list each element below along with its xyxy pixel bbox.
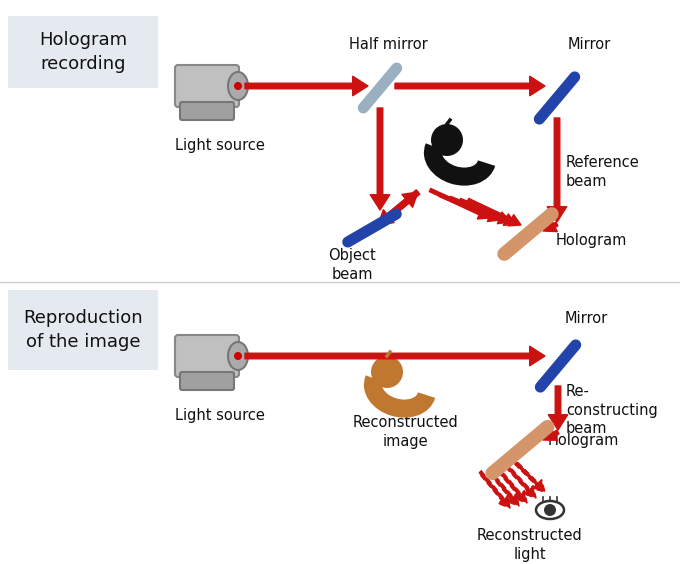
FancyArrowPatch shape	[429, 188, 490, 219]
FancyArrowPatch shape	[371, 108, 390, 210]
Text: Light source: Light source	[175, 408, 265, 423]
FancyArrowPatch shape	[245, 346, 545, 365]
FancyArrowPatch shape	[439, 193, 500, 222]
Text: Hologram: Hologram	[548, 433, 619, 447]
FancyArrowPatch shape	[395, 76, 545, 96]
FancyArrowPatch shape	[547, 118, 566, 222]
Text: Hologram: Hologram	[556, 232, 628, 248]
FancyArrowPatch shape	[459, 199, 516, 226]
Text: Mirror: Mirror	[568, 37, 611, 52]
Text: Object
beam: Object beam	[328, 248, 376, 281]
Text: Reproduction
of the image: Reproduction of the image	[23, 309, 143, 351]
FancyArrowPatch shape	[467, 199, 521, 226]
Text: Reconstructed
light: Reconstructed light	[477, 528, 583, 562]
FancyArrowPatch shape	[376, 192, 418, 227]
FancyArrowPatch shape	[378, 190, 420, 225]
Ellipse shape	[228, 72, 248, 100]
Text: Reference
beam: Reference beam	[566, 155, 640, 189]
FancyArrowPatch shape	[548, 386, 568, 430]
Text: Re-
constructing
beam: Re- constructing beam	[566, 384, 658, 436]
FancyBboxPatch shape	[175, 335, 239, 377]
Circle shape	[234, 82, 242, 90]
Circle shape	[234, 352, 242, 360]
Text: Half mirror: Half mirror	[349, 37, 427, 52]
Circle shape	[371, 356, 403, 388]
Circle shape	[431, 124, 463, 156]
Text: Light source: Light source	[175, 138, 265, 153]
FancyBboxPatch shape	[180, 372, 234, 390]
FancyBboxPatch shape	[8, 16, 158, 88]
FancyArrowPatch shape	[479, 471, 510, 508]
Text: Reconstructed
image: Reconstructed image	[352, 415, 458, 448]
FancyArrowPatch shape	[543, 428, 559, 440]
FancyArrowPatch shape	[543, 219, 558, 232]
FancyArrowPatch shape	[494, 466, 527, 503]
Text: Hologram
recording: Hologram recording	[39, 31, 127, 73]
FancyArrowPatch shape	[245, 76, 368, 96]
FancyBboxPatch shape	[180, 102, 234, 120]
Ellipse shape	[228, 342, 248, 370]
FancyArrowPatch shape	[449, 196, 510, 224]
FancyArrowPatch shape	[509, 456, 545, 492]
FancyBboxPatch shape	[175, 65, 239, 107]
FancyArrowPatch shape	[503, 462, 536, 498]
FancyArrowPatch shape	[487, 469, 519, 506]
FancyBboxPatch shape	[8, 290, 158, 370]
Circle shape	[544, 504, 556, 516]
Text: Mirror: Mirror	[565, 311, 608, 326]
